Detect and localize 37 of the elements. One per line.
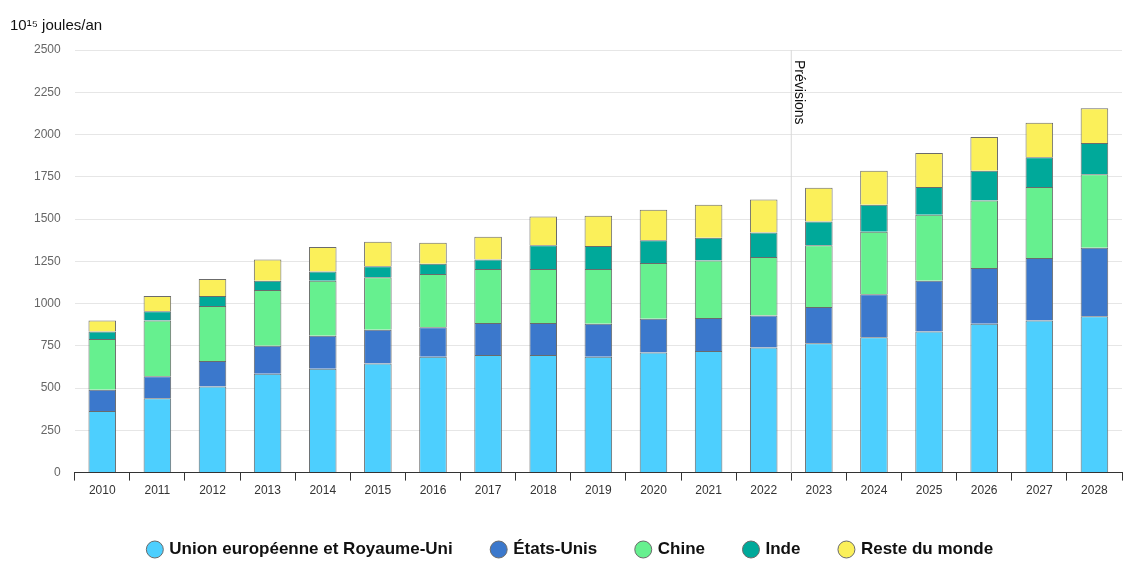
y-tick-label: 1500	[33, 211, 62, 226]
y-tick-label: 1750	[33, 169, 62, 184]
y-tick-label: 1000	[33, 295, 62, 310]
y-tick-label: 250	[40, 422, 62, 437]
legend-label: Chine	[657, 539, 705, 559]
y-tick-label: 500	[40, 380, 62, 395]
y-tick-label: 2500	[33, 42, 62, 57]
x-tick-label: 2015	[364, 483, 392, 498]
legend-label: Union européenne et Royaume-Uni	[169, 539, 453, 559]
x-tick-label: 2012	[199, 483, 227, 498]
x-tick-label: 2020	[640, 483, 668, 498]
y-tick-label: 1250	[33, 253, 62, 268]
x-tick-label: 2016	[419, 483, 447, 498]
y-tick-label: 2250	[33, 84, 62, 99]
x-tick-label: 2026	[970, 483, 998, 498]
legend-label: Reste du monde	[860, 539, 994, 559]
y-axis-title: 10¹⁵ joules/an	[10, 16, 103, 33]
x-tick-label: 2025	[915, 483, 943, 498]
legend-label: États-Unis	[513, 539, 598, 559]
x-tick-label: 2011	[144, 483, 171, 498]
x-tick-label: 2010	[88, 483, 116, 498]
ref-line-label: Prévisions	[792, 60, 809, 125]
y-tick-label: 2000	[33, 126, 62, 141]
y-tick-label: 0	[54, 464, 62, 479]
x-tick-label: 2028	[1081, 483, 1109, 498]
x-tick-label: 2017	[474, 483, 502, 498]
x-tick-label: 2023	[805, 483, 833, 498]
x-tick-label: 2021	[695, 483, 723, 498]
x-tick-label: 2018	[529, 483, 557, 498]
x-tick-label: 2019	[585, 483, 613, 498]
x-tick-label: 2027	[1025, 483, 1053, 498]
x-tick-label: 2013	[254, 483, 282, 498]
x-tick-label: 2024	[860, 483, 888, 498]
y-tick-label: 750	[40, 338, 62, 353]
x-tick-label: 2014	[309, 483, 337, 498]
legend-label: Inde	[765, 539, 801, 559]
x-tick-label: 2022	[750, 483, 778, 498]
